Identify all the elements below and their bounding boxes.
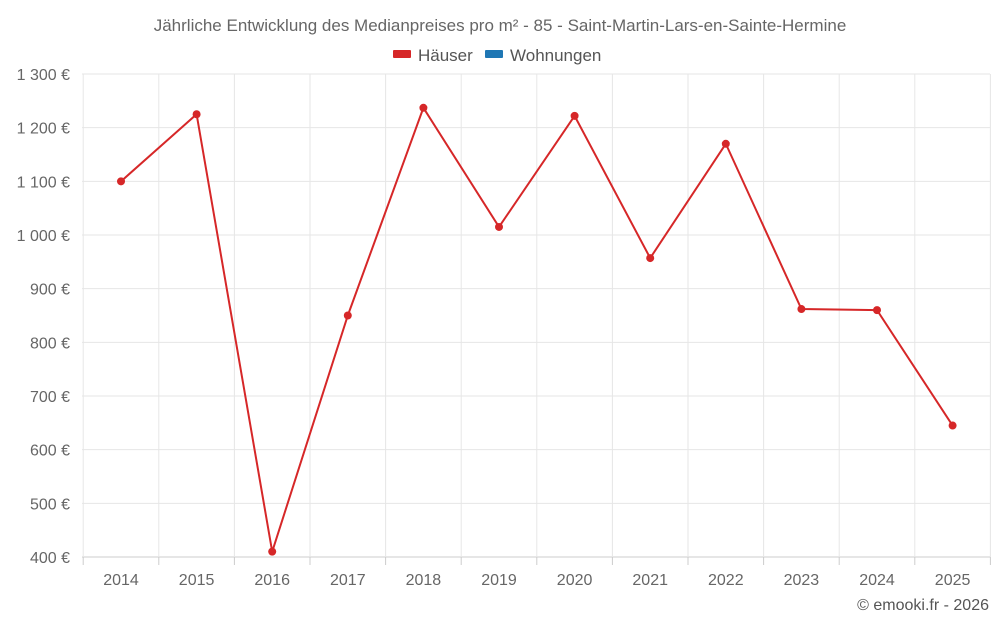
legend-item-apartments[interactable]: Wohnungen xyxy=(485,46,601,65)
legend: Häuser Wohnungen xyxy=(393,46,601,65)
data-point-houses[interactable] xyxy=(495,222,503,231)
x-grid xyxy=(82,74,991,557)
legend-swatch-apartments xyxy=(485,50,503,58)
chart-title: Jährliche Entwicklung des Medianpreises … xyxy=(154,16,847,35)
y-tick-label: 1 100 € xyxy=(17,174,70,191)
y-tick-label: 900 € xyxy=(30,282,70,299)
data-point-houses[interactable] xyxy=(797,305,806,314)
x-tick-label: 2019 xyxy=(481,572,517,589)
legend-item-houses[interactable]: Häuser xyxy=(393,46,473,65)
credit-text: © emooki.fr - 2026 xyxy=(857,597,989,614)
x-tick-label: 2020 xyxy=(557,572,593,589)
y-axis: 400 € 500 € 600 € 700 € 800 € 900 € 1 000 € 1 1… xyxy=(17,67,70,567)
series-houses-line xyxy=(120,105,954,552)
y-tick-label: 400 € xyxy=(30,550,70,567)
y-tick-label: 1 300 € xyxy=(17,67,70,84)
x-tick-label: 2025 xyxy=(935,572,971,589)
x-tick-label: 2016 xyxy=(254,572,290,589)
x-tick-label: 2015 xyxy=(179,572,215,589)
data-point-houses[interactable] xyxy=(570,111,579,120)
y-tick-label: 700 € xyxy=(30,389,70,406)
x-tick-label: 2022 xyxy=(708,572,744,589)
y-tick-label: 1 000 € xyxy=(17,228,70,245)
x-axis: 2014 2015 2016 2017 2018 2019 2020 2021 2022 2023… xyxy=(82,557,991,589)
y-tick-label: 800 € xyxy=(30,335,70,352)
x-tick-label: 2021 xyxy=(632,572,668,589)
x-tick-label: 2018 xyxy=(406,572,442,589)
data-point-houses[interactable] xyxy=(873,306,881,315)
data-point-houses[interactable] xyxy=(419,103,428,112)
data-point-houses[interactable] xyxy=(268,547,277,556)
x-tick-label: 2023 xyxy=(784,572,820,589)
x-tick-label: 2014 xyxy=(103,572,139,589)
data-point-houses[interactable] xyxy=(343,311,352,320)
x-tick-label: 2024 xyxy=(859,572,895,589)
y-tick-label: 500 € xyxy=(30,496,70,513)
y-grid xyxy=(82,73,990,558)
legend-label-apartments: Wohnungen xyxy=(510,46,601,65)
data-point-houses[interactable] xyxy=(646,254,655,263)
legend-label-houses: Häuser xyxy=(418,46,473,65)
x-tick-label: 2017 xyxy=(330,572,366,589)
data-point-houses[interactable] xyxy=(117,177,125,186)
y-tick-label: 600 € xyxy=(30,443,70,460)
data-point-houses[interactable] xyxy=(192,110,201,119)
data-point-houses[interactable] xyxy=(948,421,957,430)
y-tick-label: 1 200 € xyxy=(17,121,70,138)
legend-swatch-houses xyxy=(393,50,411,58)
data-point-houses[interactable] xyxy=(721,139,730,148)
series-houses xyxy=(117,103,957,556)
